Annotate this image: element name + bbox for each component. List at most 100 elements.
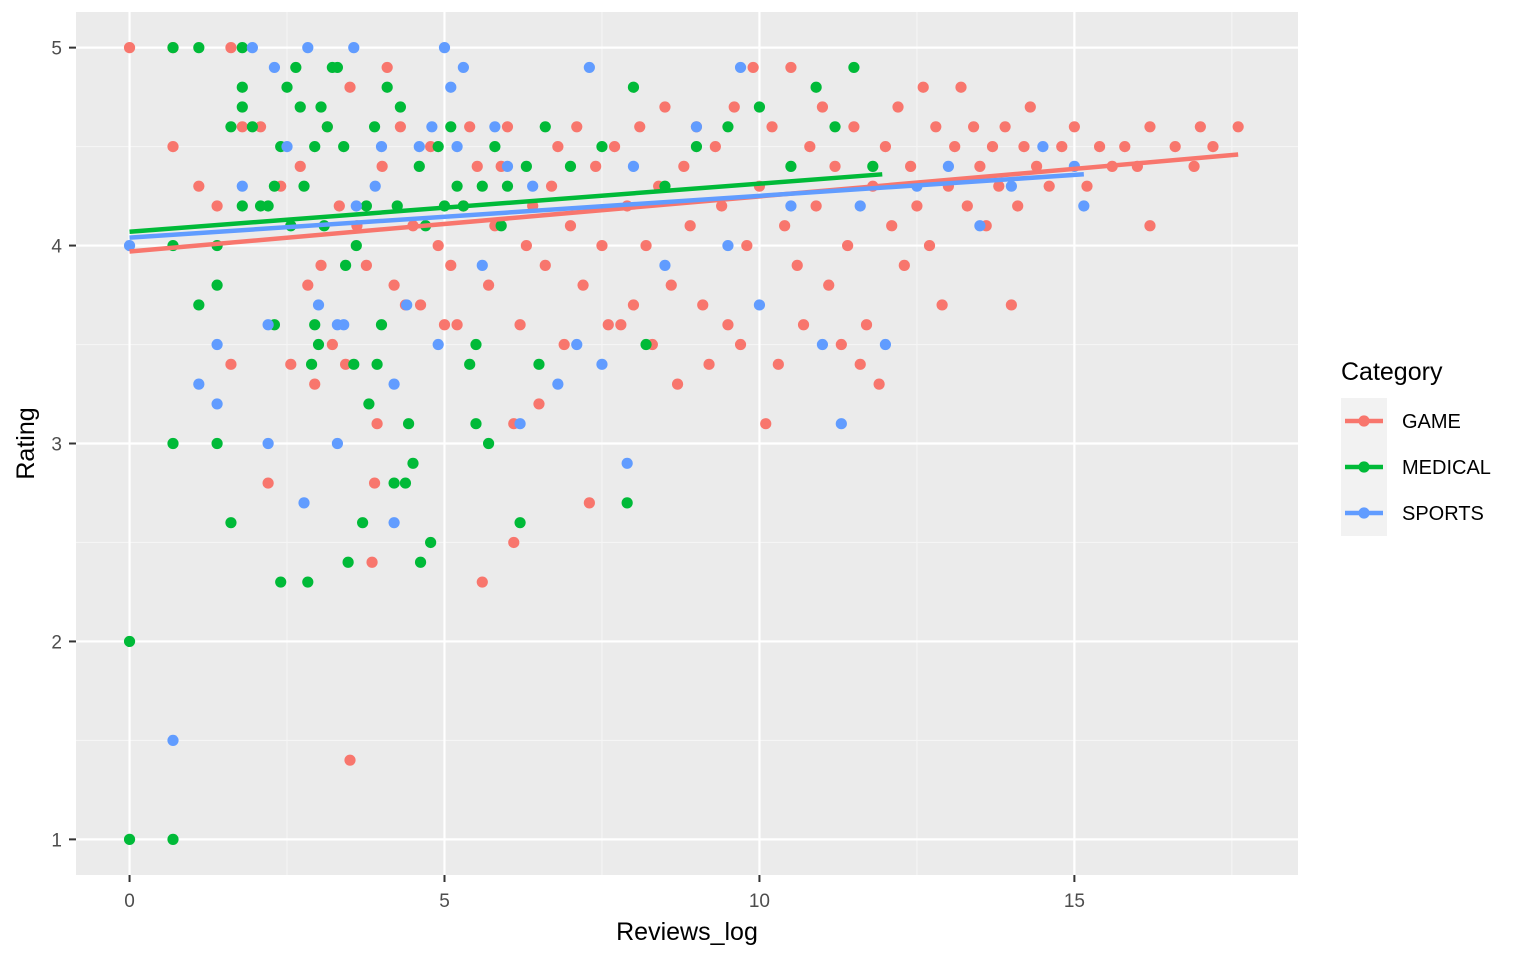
legend-key-point xyxy=(1358,507,1370,519)
data-point xyxy=(785,160,797,172)
data-point xyxy=(344,81,356,93)
trend-line-medical xyxy=(129,172,883,234)
data-point xyxy=(514,319,526,331)
data-point xyxy=(1043,180,1055,192)
data-point xyxy=(552,378,564,390)
y-tick-label: 2 xyxy=(51,632,62,653)
data-point xyxy=(376,160,388,172)
data-point xyxy=(438,319,451,331)
data-point xyxy=(508,536,520,549)
data-point xyxy=(414,556,427,568)
data-point xyxy=(360,259,372,271)
data-point xyxy=(438,42,451,54)
data-point xyxy=(879,338,892,351)
data-point xyxy=(753,299,766,311)
data-point xyxy=(716,200,728,212)
data-point xyxy=(1093,140,1106,153)
data-point xyxy=(451,180,463,192)
data-point xyxy=(290,61,302,74)
data-point xyxy=(690,140,703,153)
data-point xyxy=(917,81,929,93)
data-point xyxy=(193,42,205,54)
data-point xyxy=(1005,180,1017,192)
data-point xyxy=(312,338,325,351)
data-point xyxy=(640,338,652,351)
data-point xyxy=(741,239,753,252)
data-point xyxy=(823,279,835,291)
legend-key-point xyxy=(1358,415,1370,427)
x-tick-label: 0 xyxy=(124,891,135,912)
data-point xyxy=(1144,220,1156,232)
data-point xyxy=(936,299,948,311)
data-point xyxy=(302,42,314,54)
data-point xyxy=(1030,160,1043,172)
data-point xyxy=(942,160,955,172)
data-point xyxy=(501,121,514,133)
data-point xyxy=(254,121,267,133)
data-point xyxy=(193,299,205,311)
data-point xyxy=(753,101,766,113)
data-point xyxy=(911,200,923,212)
data-point xyxy=(470,418,482,430)
legend-item-game: GAME xyxy=(1341,398,1461,444)
data-point xyxy=(634,121,646,133)
data-point xyxy=(123,833,136,845)
data-point xyxy=(728,101,740,113)
data-point xyxy=(123,635,136,648)
data-point xyxy=(930,121,942,133)
points-layer xyxy=(123,42,1244,845)
data-point xyxy=(923,239,936,252)
data-point xyxy=(1024,101,1036,113)
data-point xyxy=(464,358,476,370)
data-point xyxy=(167,140,179,153)
data-point xyxy=(968,121,980,133)
data-point xyxy=(501,160,514,172)
data-point xyxy=(211,338,223,351)
data-point xyxy=(339,358,352,370)
data-point xyxy=(779,220,791,232)
data-point xyxy=(225,121,237,133)
data-point xyxy=(388,378,400,390)
data-point xyxy=(558,338,570,351)
data-point xyxy=(236,121,248,133)
data-point xyxy=(211,398,223,410)
data-point xyxy=(451,319,463,331)
data-point xyxy=(533,398,545,410)
legend-item-sports: SPORTS xyxy=(1341,490,1484,536)
data-point xyxy=(1078,200,1090,212)
data-point xyxy=(371,418,383,430)
legend: Category GAME MEDICAL SPORTS xyxy=(1341,358,1491,536)
data-point xyxy=(211,279,223,291)
data-point xyxy=(659,101,671,113)
data-point xyxy=(539,121,551,133)
y-tick-label: 3 xyxy=(51,435,62,456)
data-point xyxy=(829,160,841,172)
data-point xyxy=(339,259,352,271)
data-point xyxy=(564,220,577,232)
data-point xyxy=(564,160,577,172)
data-point xyxy=(123,239,136,252)
data-point xyxy=(375,140,388,153)
data-point xyxy=(402,418,415,430)
x-tick-label: 5 xyxy=(439,891,450,912)
data-point xyxy=(211,437,223,450)
data-point xyxy=(476,180,488,192)
data-point xyxy=(848,121,860,133)
data-point xyxy=(867,160,879,172)
data-point xyxy=(470,338,482,351)
data-point xyxy=(471,160,483,172)
data-point xyxy=(167,734,179,747)
data-point xyxy=(333,200,345,212)
data-point xyxy=(697,299,709,311)
data-point xyxy=(905,160,917,172)
data-point xyxy=(309,378,321,390)
data-point xyxy=(495,220,507,232)
data-point xyxy=(338,319,350,331)
data-point xyxy=(445,81,457,93)
data-point xyxy=(281,140,293,153)
data-point xyxy=(167,437,179,450)
y-axis: 1 2 3 4 5 xyxy=(51,39,76,851)
data-point xyxy=(225,358,237,370)
data-point xyxy=(577,279,589,291)
